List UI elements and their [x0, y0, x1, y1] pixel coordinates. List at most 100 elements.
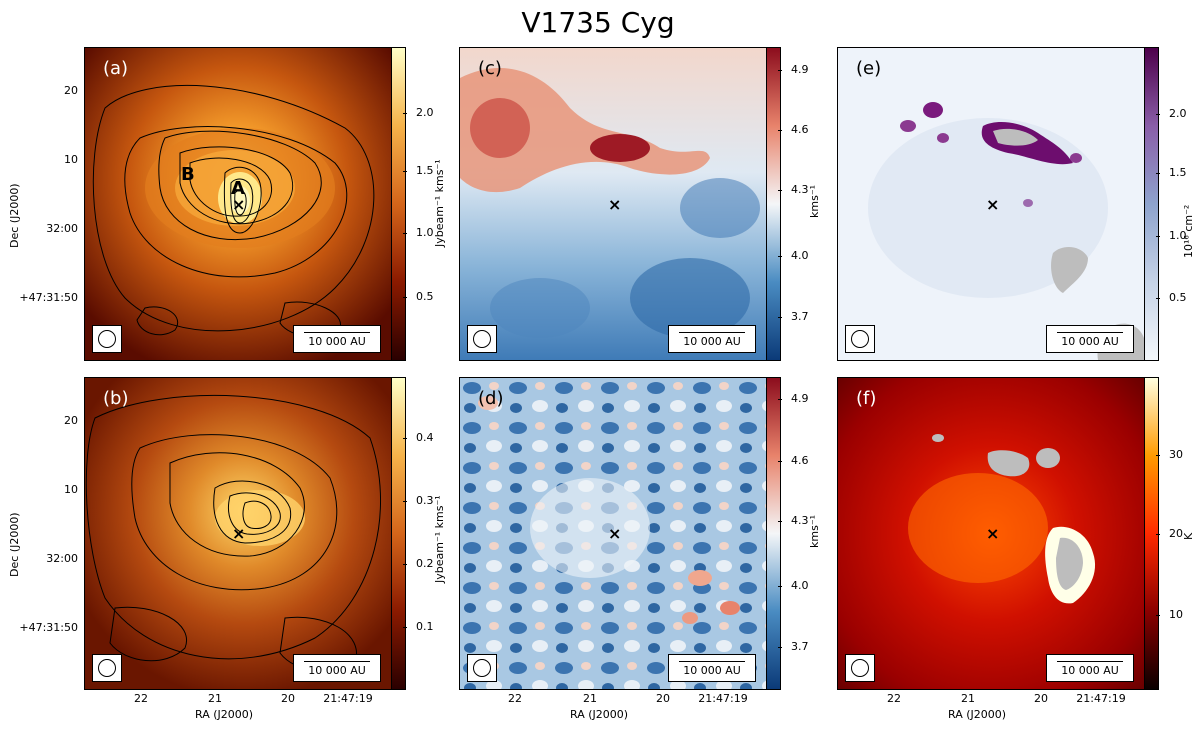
scale-bar: 10 000 AU: [1046, 325, 1134, 353]
panel-e-colorbar: [1144, 47, 1159, 361]
dec-tick: +47:31:50: [19, 621, 78, 634]
source-marker: ×: [986, 195, 1000, 214]
panel-e-label: (e): [856, 58, 882, 79]
ra-tick: 21:47:19: [1076, 692, 1126, 705]
panel-c-colorbar: [766, 47, 781, 361]
panel-f-colorbar: [1144, 377, 1159, 690]
panel-b-label: (b): [103, 388, 129, 409]
ra-tick: 21: [208, 692, 222, 705]
cbar-d-tick: 4.3: [778, 514, 809, 527]
cbar-a-tick: 1.0: [403, 226, 434, 239]
panel-b-moment0: (b) × 10 000 AU: [84, 377, 392, 690]
panel-a-image: [85, 48, 391, 360]
cbar-a-tick: 1.5: [403, 164, 434, 177]
panel-a-colorbar: [391, 47, 406, 361]
ra-tick: 21:47:19: [698, 692, 748, 705]
ra-tick: 21: [583, 692, 597, 705]
beam-ellipse: [467, 325, 497, 353]
ra-tick: 21:47:19: [323, 692, 373, 705]
cbar-f-tick: 10: [1156, 608, 1183, 621]
panel-d-label: (d): [478, 388, 504, 409]
cbar-b-tick: 0.3: [403, 494, 434, 507]
ra-tick: 21: [961, 692, 975, 705]
beam-ellipse: [845, 654, 875, 682]
cbar-f-tick: 30: [1156, 448, 1183, 461]
ra-tick: 22: [887, 692, 901, 705]
ra-axis-label: RA (J2000): [570, 708, 629, 721]
cbar-c-unit: kms⁻¹: [808, 184, 821, 218]
cbar-b-unit: Jybeam⁻¹ kms⁻¹: [433, 495, 446, 583]
scale-bar: 10 000 AU: [293, 654, 381, 682]
beam-ellipse: [92, 325, 122, 353]
source-marker: ×: [232, 195, 246, 214]
cbar-c-tick: 4.6: [778, 123, 809, 136]
source-a-label: A: [231, 178, 245, 199]
beam-ellipse: [92, 654, 122, 682]
panel-a-moment0: (a) B A × 10 000 AU: [84, 47, 392, 361]
cbar-d-tick: 3.7: [778, 640, 809, 653]
ra-tick: 20: [1034, 692, 1048, 705]
ra-axis-label: RA (J2000): [948, 708, 1007, 721]
scale-bar: 10 000 AU: [668, 325, 756, 353]
scale-bar: 10 000 AU: [293, 325, 381, 353]
ra-tick: 22: [134, 692, 148, 705]
cbar-c-tick: 3.7: [778, 310, 809, 323]
cbar-f-tick: 20: [1156, 527, 1183, 540]
cbar-a-tick: 2.0: [403, 106, 434, 119]
cbar-d-tick: 4.6: [778, 454, 809, 467]
cbar-b-tick: 0.4: [403, 431, 434, 444]
cbar-b-tick: 0.1: [403, 620, 434, 633]
dec-tick: 10: [64, 153, 78, 166]
cbar-d-unit: kms⁻¹: [808, 514, 821, 548]
panel-f-image: [838, 378, 1144, 689]
cbar-e-tick: 1.5: [1156, 166, 1187, 179]
source-b-label: B: [181, 164, 195, 185]
cbar-c-tick: 4.9: [778, 63, 809, 76]
source-marker: ×: [608, 524, 622, 543]
panel-e-column-density: (e) × 10 000 AU: [837, 47, 1145, 361]
dec-tick: 20: [64, 414, 78, 427]
panel-f-temperature: (f) × 10 000 AU: [837, 377, 1145, 690]
ra-tick: 20: [656, 692, 670, 705]
scale-bar: 10 000 AU: [668, 654, 756, 682]
cbar-d-tick: 4.0: [778, 579, 809, 592]
ra-tick: 20: [281, 692, 295, 705]
panel-b-colorbar: [391, 377, 406, 690]
beam-ellipse: [845, 325, 875, 353]
cbar-e-unit: 10¹⁶ cm⁻²: [1182, 204, 1195, 258]
panel-b-image: [85, 378, 391, 689]
dec-tick: 32:00: [46, 552, 78, 565]
panel-c-label: (c): [478, 58, 502, 79]
cbar-e-tick: 0.5: [1156, 291, 1187, 304]
cbar-c-tick: 4.0: [778, 249, 809, 262]
figure-title: V1735 Cyg: [521, 6, 675, 39]
panel-c-image: [460, 48, 766, 360]
dec-axis-label: Dec (J2000): [8, 512, 21, 577]
cbar-a-unit: Jybeam⁻¹ kms⁻¹: [433, 159, 446, 247]
panel-f-label: (f): [856, 388, 877, 409]
ra-axis-label: RA (J2000): [195, 708, 254, 721]
cbar-d-tick: 4.9: [778, 392, 809, 405]
dec-tick: +47:31:50: [19, 291, 78, 304]
scale-bar: 10 000 AU: [1046, 654, 1134, 682]
dec-tick: 32:00: [46, 222, 78, 235]
source-marker: ×: [608, 195, 622, 214]
panel-a-label: (a): [103, 58, 129, 79]
cbar-c-tick: 4.3: [778, 183, 809, 196]
panel-c-velocity: (c) × 10 000 AU: [459, 47, 767, 361]
dec-tick: 20: [64, 84, 78, 97]
panel-d-colorbar: [766, 377, 781, 690]
panel-e-image: [838, 48, 1144, 360]
panel-d-velocity-residual: (d) × 10 000 AU: [459, 377, 767, 690]
cbar-b-tick: 0.2: [403, 557, 434, 570]
cbar-a-tick: 0.5: [403, 290, 434, 303]
cbar-e-tick: 2.0: [1156, 107, 1187, 120]
dec-axis-label: Dec (J2000): [8, 183, 21, 248]
cbar-f-unit: K: [1182, 532, 1195, 540]
panel-d-image: [460, 378, 766, 689]
ra-tick: 22: [508, 692, 522, 705]
cbar-e-tick: 1.0: [1156, 229, 1187, 242]
source-marker: ×: [232, 524, 246, 543]
dec-tick: 10: [64, 483, 78, 496]
source-marker: ×: [986, 524, 1000, 543]
